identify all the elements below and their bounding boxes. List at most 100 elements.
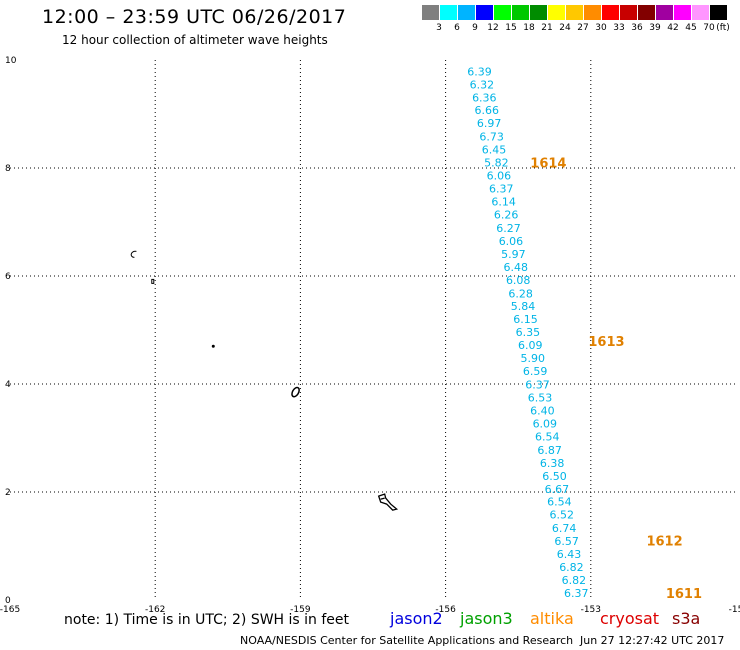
wave-height-label: 5.97 bbox=[501, 248, 526, 261]
legend-swatch bbox=[656, 5, 673, 20]
y-tick-label: 8 bbox=[5, 164, 11, 174]
pass-time-label: 1612 bbox=[646, 535, 682, 550]
x-tick-label: -165 bbox=[0, 605, 20, 615]
legend-swatch bbox=[494, 5, 511, 20]
wave-height-label: 6.67 bbox=[545, 483, 570, 496]
wave-height-label: 5.82 bbox=[484, 157, 509, 170]
legend-label: 33 bbox=[613, 23, 625, 33]
island-outline bbox=[291, 386, 300, 398]
island-outline bbox=[130, 250, 137, 258]
legend-swatch bbox=[602, 5, 619, 20]
legend-label: 18 bbox=[523, 23, 535, 33]
satellite-altika: altika bbox=[530, 609, 574, 628]
legend-swatch bbox=[710, 5, 727, 20]
legend-label: 27 bbox=[577, 23, 589, 33]
legend-label: 15 bbox=[505, 23, 517, 33]
legend-swatch bbox=[476, 5, 493, 20]
wave-height-label: 6.66 bbox=[474, 104, 499, 117]
wave-height-label: 6.52 bbox=[550, 509, 575, 522]
x-tick-label: -15 bbox=[729, 605, 740, 615]
wave-height-label: 6.50 bbox=[542, 470, 567, 483]
satellite-jason3: jason3 bbox=[460, 609, 513, 628]
wave-height-label: 6.53 bbox=[528, 392, 553, 405]
legend-swatch bbox=[512, 5, 529, 20]
wave-height-label: 6.06 bbox=[499, 235, 524, 248]
wave-height-label: 6.59 bbox=[523, 365, 548, 378]
x-tick-label: -153 bbox=[581, 605, 601, 615]
wave-height-label: 6.06 bbox=[487, 170, 512, 183]
wave-height-label: 6.82 bbox=[562, 574, 587, 587]
wave-height-label: 6.87 bbox=[537, 444, 562, 457]
pass-time-label: 1611 bbox=[666, 587, 702, 602]
legend-swatch bbox=[692, 5, 709, 20]
map-subtitle: 12 hour collection of altimeter wave hei… bbox=[62, 33, 328, 47]
legend-swatch bbox=[548, 5, 565, 20]
legend-swatch bbox=[674, 5, 691, 20]
x-tick-label: -159 bbox=[290, 605, 311, 615]
island-outline bbox=[151, 278, 155, 284]
wave-height-label: 6.14 bbox=[491, 195, 516, 208]
pass-time-label: 1614 bbox=[530, 157, 566, 172]
wave-height-label: 6.09 bbox=[518, 339, 543, 352]
footer-note: note: 1) Time is in UTC; 2) SWH is in fe… bbox=[64, 612, 350, 628]
wave-height-label: 6.54 bbox=[535, 430, 560, 443]
wave-height-label: 6.37 bbox=[489, 183, 514, 196]
wave-height-label: 6.45 bbox=[482, 144, 507, 157]
island-dot bbox=[211, 344, 215, 348]
wave-height-label: 6.73 bbox=[479, 131, 504, 144]
satellite-cryosat: cryosat bbox=[600, 609, 660, 628]
wave-height-label: 6.74 bbox=[552, 522, 577, 535]
y-tick-label: 0 bbox=[5, 596, 11, 606]
legend-label: 39 bbox=[649, 23, 661, 33]
wave-height-label: 6.97 bbox=[477, 117, 502, 130]
legend-label: 6 bbox=[454, 23, 460, 33]
legend-label: 42 bbox=[667, 23, 679, 33]
legend-label: 30 bbox=[595, 23, 607, 33]
wave-height-label: 6.36 bbox=[472, 91, 497, 104]
legend-label: 12 bbox=[487, 23, 499, 33]
wave-height-label: 6.82 bbox=[559, 561, 584, 574]
legend-swatch bbox=[566, 5, 583, 20]
y-tick-label: 6 bbox=[5, 272, 11, 282]
legend-label: 21 bbox=[541, 23, 553, 33]
wave-height-label: 6.38 bbox=[540, 457, 565, 470]
pass-time-label: 1613 bbox=[588, 335, 624, 350]
legend-label: 45 bbox=[685, 23, 697, 33]
wave-height-label: 6.27 bbox=[496, 222, 521, 235]
legend-swatch bbox=[638, 5, 655, 20]
satellite-s3a: s3a bbox=[672, 609, 701, 628]
wave-height-label: 6.39 bbox=[467, 65, 492, 78]
satellite-jason2: jason2 bbox=[390, 609, 443, 628]
legend-swatch bbox=[530, 5, 547, 20]
legend-swatch bbox=[620, 5, 637, 20]
island-outline bbox=[377, 493, 399, 511]
legend-unit: (ft) bbox=[716, 23, 730, 33]
wave-height-label: 6.37 bbox=[525, 379, 550, 392]
wave-height-label: 6.28 bbox=[508, 287, 533, 300]
legend-label: 70 bbox=[703, 23, 715, 33]
legend-swatch bbox=[440, 5, 457, 20]
legend-label: 9 bbox=[472, 23, 478, 33]
wave-height-label: 6.09 bbox=[533, 417, 558, 430]
y-tick-label: 10 bbox=[5, 56, 17, 66]
wave-height-label: 6.48 bbox=[504, 261, 529, 274]
y-tick-label: 4 bbox=[5, 380, 11, 390]
legend-label: 24 bbox=[559, 23, 571, 33]
legend-swatch bbox=[422, 5, 439, 20]
wave-height-label: 6.43 bbox=[557, 548, 582, 561]
wave-height-label: 6.08 bbox=[506, 274, 531, 287]
x-tick-label: -156 bbox=[435, 605, 456, 615]
legend-swatch bbox=[458, 5, 475, 20]
legend-label: 3 bbox=[436, 23, 442, 33]
credit-line: NOAA/NESDIS Center for Satellite Applica… bbox=[240, 634, 574, 647]
wave-height-label: 6.54 bbox=[547, 496, 572, 509]
wave-height-label: 6.35 bbox=[516, 326, 541, 339]
x-tick-label: -162 bbox=[145, 605, 165, 615]
wave-height-label: 6.57 bbox=[554, 535, 579, 548]
wave-height-label: 6.15 bbox=[513, 313, 538, 326]
legend-swatch bbox=[584, 5, 601, 20]
wave-height-label: 6.37 bbox=[564, 587, 589, 600]
generation-timestamp: Jun 27 12:27:42 UTC 2017 bbox=[580, 634, 725, 647]
legend-label: 36 bbox=[631, 23, 643, 33]
